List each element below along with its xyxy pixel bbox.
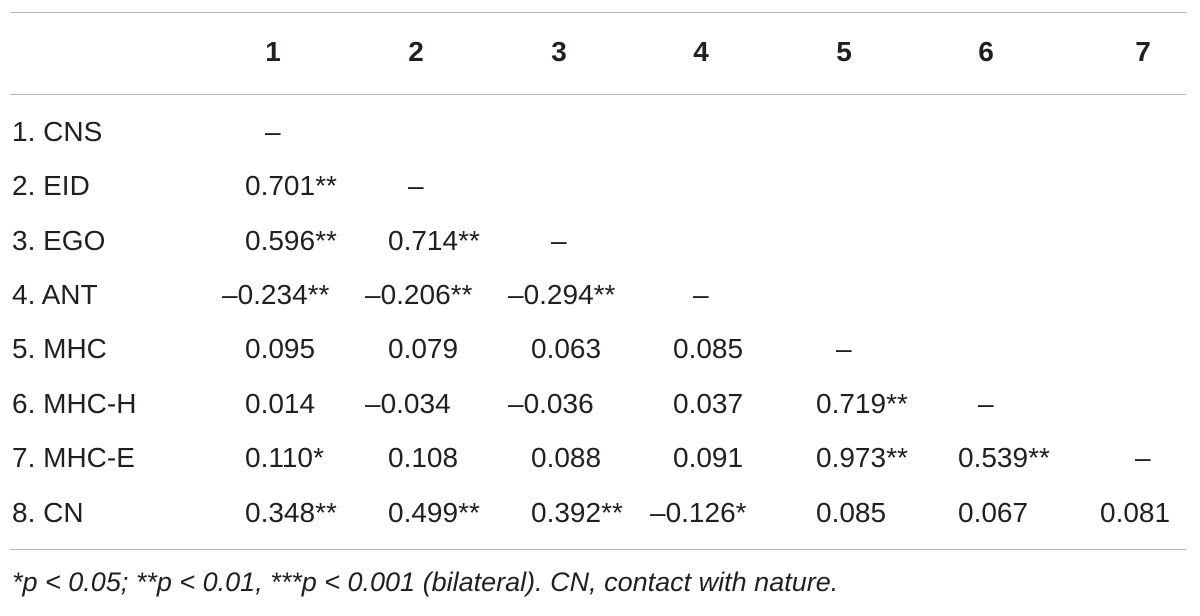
table-cell: –0.234**	[222, 279, 330, 310]
row-label: 8. CN	[12, 497, 84, 528]
column-header-5: 5	[836, 36, 852, 67]
table-cell: –0.206**	[365, 279, 473, 310]
table-cell: 0.085	[673, 333, 744, 364]
column-header-7: 7	[1135, 36, 1151, 67]
table-cell: –0.034	[365, 388, 451, 419]
table-cell: 0.088	[531, 442, 602, 473]
table-cell: –	[265, 116, 281, 147]
table-row: 4. ANT –0.234** –0.206** –0.294** –	[0, 268, 1200, 322]
table-cell: 0.714**	[388, 225, 480, 256]
table-cell: –	[551, 225, 567, 256]
table-cell: –0.126*	[650, 497, 747, 528]
row-label: 5. MHC	[12, 333, 107, 364]
column-header-3: 3	[551, 36, 567, 67]
table-cell: 0.392**	[531, 497, 623, 528]
table-cell: –	[1135, 442, 1151, 473]
table-cell: 0.108	[388, 442, 459, 473]
footnote-significance: *p < 0.05; **p < 0.01, ***p < 0.001	[12, 567, 423, 597]
table-row: 2. EID 0.701** –	[0, 159, 1200, 213]
table-cell: –0.294**	[508, 279, 616, 310]
table-cell: 0.079	[388, 333, 459, 364]
table-cell: 0.067	[958, 497, 1029, 528]
table-cell: –	[693, 279, 709, 310]
table-cell: –0.036	[508, 388, 594, 419]
column-header-2: 2	[408, 36, 424, 67]
footnote-abbreviation: (bilateral). CN, contact with nature.	[422, 567, 839, 597]
table-row: 6. MHC-H 0.014 –0.034 –0.036 0.037 0.719** –	[0, 377, 1200, 431]
table-cell: 0.596**	[245, 225, 337, 256]
table-cell: 0.014	[245, 388, 316, 419]
row-label: 1. CNS	[12, 116, 103, 147]
column-header-6: 6	[978, 36, 994, 67]
table-footnote: *p < 0.05; **p < 0.01, ***p < 0.001 (bil…	[12, 560, 838, 604]
table-cell: 0.081	[1100, 497, 1171, 528]
table-row: 8. CN 0.348** 0.499** 0.392** –0.126* 0.085 0.…	[0, 486, 1200, 540]
table-row: 7. MHC-E 0.110* 0.108 0.088 0.091 0.973** 0.53…	[0, 431, 1200, 485]
table-cell: 0.091	[673, 442, 744, 473]
table-cell: 0.499**	[388, 497, 480, 528]
row-label: 6. MHC-H	[12, 388, 137, 419]
table-header-rule	[10, 94, 1186, 95]
table-cell: 0.973**	[816, 442, 908, 473]
column-header-4: 4	[693, 36, 709, 67]
table-cell: –	[978, 388, 994, 419]
table-cell: 0.085	[816, 497, 887, 528]
table-cell: 0.110*	[245, 442, 324, 473]
table-top-rule	[10, 12, 1186, 13]
table-cell: 0.063	[531, 333, 602, 364]
table-cell: 0.701**	[245, 170, 337, 201]
column-header-1: 1	[265, 36, 281, 67]
row-label: 4. ANT	[12, 279, 98, 310]
table-cell: 0.348**	[245, 497, 337, 528]
table-cell: –	[408, 170, 424, 201]
table-cell: 0.539**	[958, 442, 1050, 473]
table-cell: 0.037	[673, 388, 744, 419]
row-label: 2. EID	[12, 170, 90, 201]
table-row: 1. CNS –	[0, 105, 1200, 159]
table-cell: 0.095	[245, 333, 316, 364]
table-row: 3. EGO 0.596** 0.714** –	[0, 214, 1200, 268]
table-cell: –	[836, 333, 852, 364]
table-bottom-rule	[10, 549, 1186, 550]
table-row: 5. MHC 0.095 0.079 0.063 0.085 –	[0, 322, 1200, 376]
row-label: 7. MHC-E	[12, 442, 135, 473]
row-label: 3. EGO	[12, 225, 106, 256]
table-cell: 0.719**	[816, 388, 908, 419]
